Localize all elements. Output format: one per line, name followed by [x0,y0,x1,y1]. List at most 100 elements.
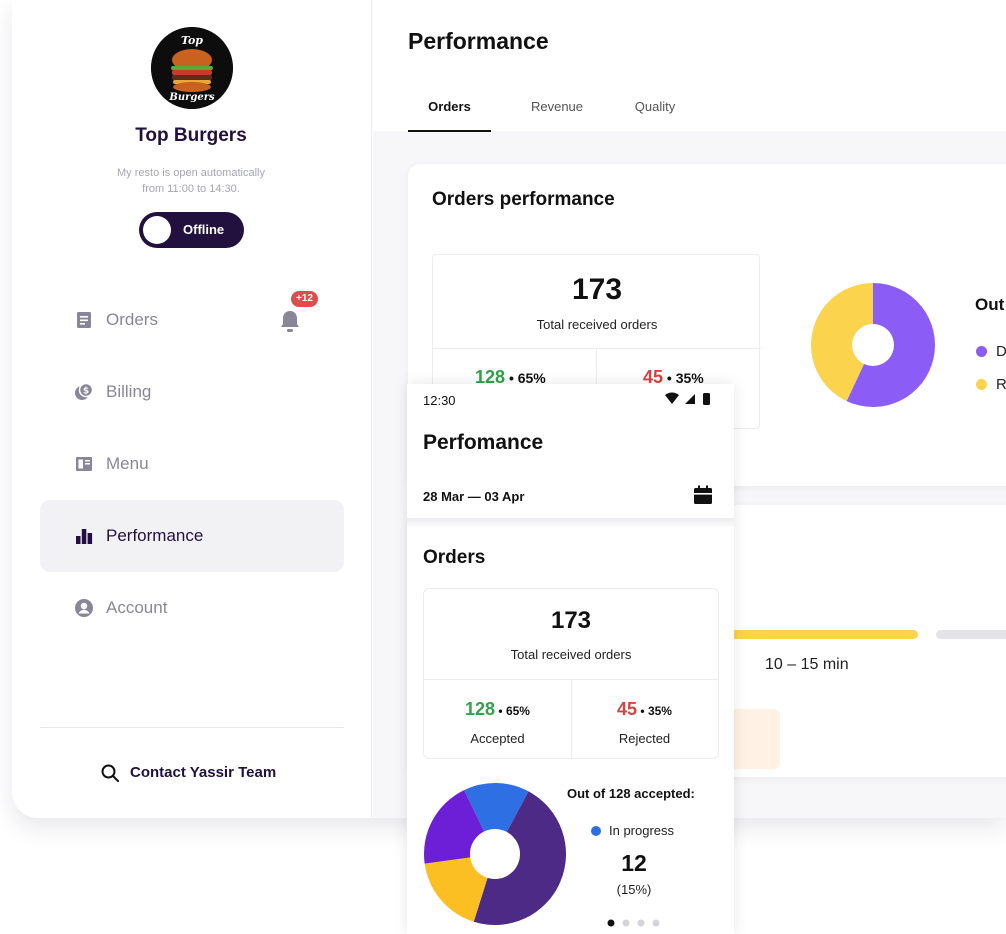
card-title: Orders performance [432,189,615,210]
sidebar-item-account[interactable]: Account [40,572,344,644]
sidebar: Top Burgers Top Burgers My resto is open… [12,0,372,818]
pie-slice-1 [811,283,873,402]
page-title: Performance [408,28,549,54]
legend-label: In progress [609,823,675,838]
legend-dot [976,379,987,390]
sidebar-item-label: Billing [106,382,152,401]
divider [571,679,572,759]
time-bar-filled [718,630,918,639]
date-range: 28 Mar — 03 Apr [423,489,525,504]
accepted-count: 128 [475,367,506,387]
user-icon [75,599,93,617]
contact-team-label: Contact Yassir Team [130,764,277,781]
donut-hole [470,829,520,879]
page-header: Performance Orders Revenue Quality [373,0,1006,132]
legend-title: Out [975,295,1005,314]
sidebar-item-menu[interactable]: Menu [40,428,344,500]
orders-donut-chart [811,283,935,407]
sidebar-item-label: Account [106,598,168,617]
pie-slice-1 [473,791,566,925]
rejected-pct: • 35% [666,370,704,386]
accepted-label: Accepted [470,731,525,746]
pagination-dot[interactable] [607,919,615,927]
battery-icon [703,393,710,405]
rejected-stat: 45 • 35% [571,699,718,720]
coins-icon: $ [75,382,94,400]
divider [433,348,761,349]
sidebar-item-label: Menu [106,454,149,473]
time-bar-empty [936,630,1006,639]
pagination-dot[interactable] [637,919,645,927]
restaurant-logo: Top Burgers [151,27,233,109]
rejected-label: Rejected [618,731,671,746]
mobile-orders-stats-box: 173 Total received orders 128 • 65% Acce… [423,588,719,759]
rejected-stat: 45 • 35% [643,367,704,388]
toggle-knob [143,216,171,244]
total-orders-label: Total received orders [510,647,632,662]
legend-item: R [976,376,1006,393]
orders-stats-box: 173 Total received orders 128 • 65% 45 •… [432,254,761,430]
total-orders-value: 173 [571,273,623,306]
pie-slice-0 [464,783,529,854]
calendar-icon[interactable] [692,484,714,506]
tab-revenue[interactable]: Revenue [530,99,584,114]
legend-dot [976,346,987,357]
bell-icon[interactable] [278,308,302,334]
opening-hours-hint-line1: My resto is open automatically [117,167,265,179]
sidebar-divider [40,727,344,728]
legend-item: D [976,343,1006,360]
notification-badge: +12 [291,291,318,307]
total-orders-label: Total received orders [536,317,658,332]
sidebar-item-performance[interactable]: Performance [40,500,344,572]
breakdown-title: Out of 128 accepted: [567,786,695,801]
status-bar-time: 12:30 [423,393,456,408]
tab-quality[interactable]: Quality [634,99,676,114]
status-bar-icons [665,392,710,405]
rejected-count: 45 [643,367,664,387]
svg-text:Top: Top [181,34,203,47]
pagination-dot[interactable] [652,919,660,927]
toggle-label: Offline [183,222,225,237]
mobile-screen: 12:30 Perfomance 28 Mar — 03 Apr Orders … [407,384,734,934]
mobile-page-title: Perfomance [423,431,544,454]
tab-orders[interactable]: Orders [408,92,491,132]
accepted-pct: • 65% [498,704,530,718]
search-icon [101,764,119,782]
sidebar-item-billing[interactable]: $ Billing [40,356,344,428]
sidebar-item-label: Orders [106,310,158,329]
rejected-pct: • 35% [640,704,672,718]
carousel-pagination[interactable] [607,919,667,927]
bar-chart-icon [76,529,93,544]
restaurant-name: Top Burgers [135,125,247,146]
in-progress-pct: (15%) [616,882,652,897]
accepted-breakdown-donut-chart [424,783,566,925]
opening-hours-hint-line2: from 11:00 to 14:30. [142,183,240,195]
signal-icon [685,394,695,404]
time-range-label: 10 – 15 min [765,656,849,673]
legend-label: D [996,343,1006,360]
section-separator [407,518,734,526]
orders-section-title: Orders [423,547,486,568]
sidebar-item-orders[interactable]: Orders +12 [40,284,344,356]
accepted-pct: • 65% [508,370,546,386]
carousel-legend-item: In progress [591,823,674,838]
legend-label: R [996,376,1006,393]
accepted-count: 128 [465,699,496,719]
donut-hole [852,324,894,366]
in-progress-count: 12 [621,850,647,876]
burger-logo-icon: Top Burgers [151,27,233,109]
online-status-toggle[interactable]: Offline [139,212,244,248]
pagination-dot[interactable] [622,919,630,927]
book-icon [76,457,92,471]
svg-text:Burgers: Burgers [168,92,215,103]
legend-dot [591,826,601,836]
accepted-stat: 128 • 65% [424,699,571,720]
svg-text:$: $ [83,387,89,397]
total-orders-value: 173 [550,607,592,634]
accepted-stat: 128 • 65% [475,367,546,388]
opening-hours-hint: My resto is open automatically from 11:0… [12,165,370,197]
sidebar-item-label: Performance [106,526,204,545]
document-icon [77,312,91,328]
wifi-icon [665,392,679,404]
rejected-count: 45 [617,699,638,719]
